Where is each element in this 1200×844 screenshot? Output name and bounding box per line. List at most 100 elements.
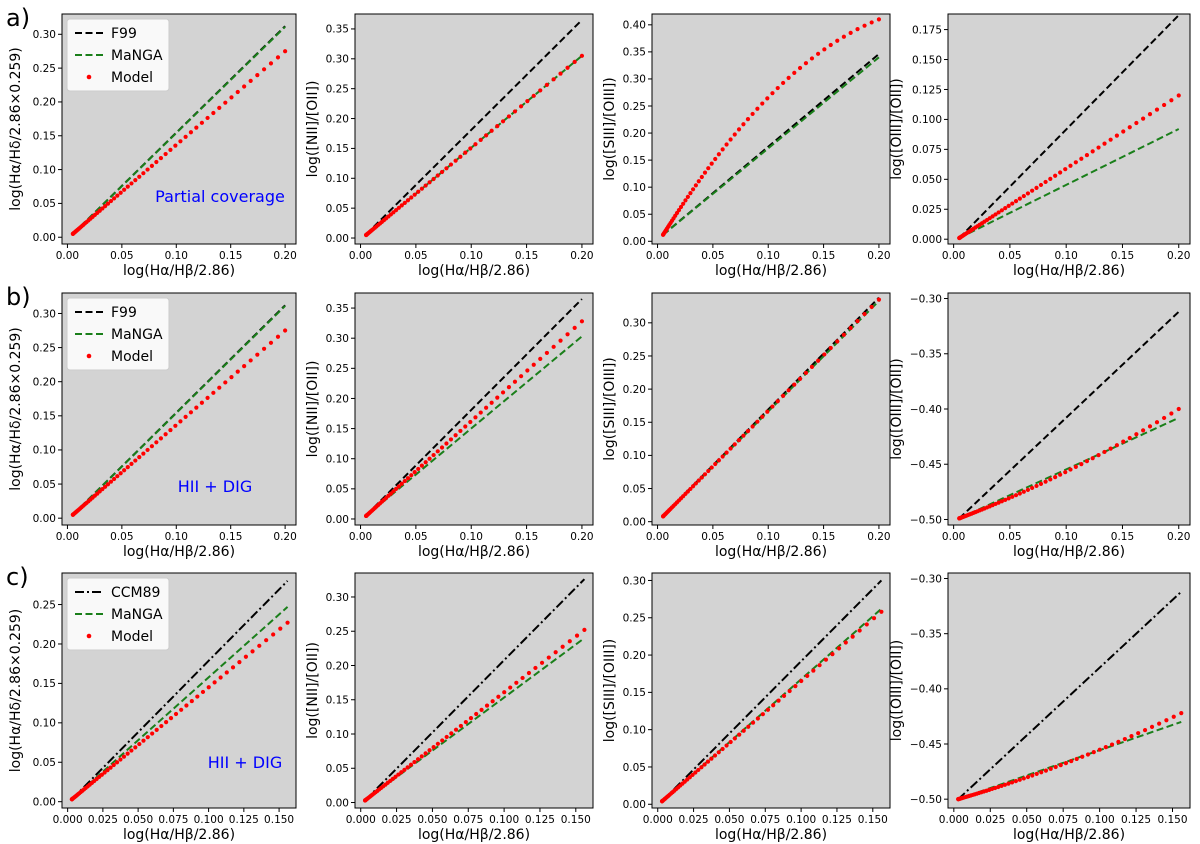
model-point bbox=[141, 171, 146, 176]
model-point bbox=[544, 82, 549, 88]
model-point bbox=[1157, 721, 1162, 726]
model-point bbox=[1073, 464, 1078, 469]
model-point bbox=[189, 698, 194, 704]
model-point bbox=[478, 137, 483, 142]
panel-annotation: Partial coverage bbox=[155, 187, 285, 206]
model-point bbox=[257, 643, 262, 648]
model-point bbox=[1134, 120, 1139, 126]
x-tick-label: 0.05 bbox=[998, 531, 1021, 543]
model-point bbox=[685, 194, 690, 199]
model-point bbox=[999, 499, 1004, 504]
model-point bbox=[558, 338, 563, 343]
x-tick-label: 0.15 bbox=[219, 250, 242, 262]
y-axis-label: log([SIII]/[OIII]) bbox=[602, 639, 618, 743]
model-point bbox=[512, 379, 518, 384]
model-point bbox=[391, 489, 396, 494]
model-point bbox=[760, 101, 765, 106]
x-tick-label: 0.050 bbox=[417, 814, 447, 826]
model-point bbox=[393, 208, 399, 213]
model-point bbox=[484, 405, 489, 410]
model-point bbox=[453, 158, 458, 163]
model-point bbox=[508, 685, 513, 690]
y-tick-label: 0.100 bbox=[912, 114, 942, 126]
model-point bbox=[520, 675, 525, 681]
manga-line bbox=[71, 606, 289, 801]
x-tick-label: 0.025 bbox=[975, 814, 1005, 826]
model-point bbox=[822, 352, 827, 357]
x-tick-label: 0.150 bbox=[561, 814, 591, 826]
model-point bbox=[1171, 714, 1176, 719]
model-point bbox=[278, 626, 283, 631]
model-point bbox=[776, 698, 781, 703]
model-point bbox=[154, 727, 159, 732]
model-point bbox=[728, 137, 733, 142]
model-point bbox=[405, 765, 410, 770]
model-point bbox=[468, 146, 473, 151]
model-point bbox=[435, 449, 440, 454]
model-point bbox=[823, 657, 829, 662]
model-point bbox=[765, 409, 770, 414]
x-tick-label: 0.050 bbox=[1012, 814, 1042, 826]
axes-background bbox=[948, 573, 1190, 808]
model-point bbox=[115, 193, 120, 198]
x-tick-label: 0.10 bbox=[460, 531, 483, 543]
legend-label: Model bbox=[111, 629, 153, 645]
model-point bbox=[1003, 206, 1008, 211]
model-point bbox=[1116, 739, 1121, 744]
model-point bbox=[1121, 129, 1126, 134]
model-point bbox=[1034, 771, 1039, 777]
model-point bbox=[199, 120, 204, 125]
model-point bbox=[720, 454, 725, 459]
model-point bbox=[1030, 773, 1035, 778]
model-point bbox=[478, 410, 483, 415]
model-point bbox=[217, 385, 222, 390]
y-tick-label: 0.15 bbox=[326, 423, 349, 435]
model-point bbox=[1048, 176, 1053, 181]
model-point bbox=[1038, 182, 1044, 188]
model-point bbox=[435, 741, 440, 746]
model-point bbox=[502, 690, 507, 695]
x-tick-label: 0.025 bbox=[382, 814, 412, 826]
model-point bbox=[1079, 156, 1084, 161]
model-point bbox=[736, 127, 742, 132]
model-point bbox=[1013, 493, 1019, 498]
x-axis-label: log(Hα/Hβ/2.86) bbox=[418, 263, 530, 279]
x-tick-label: 0.00 bbox=[349, 531, 372, 543]
model-point bbox=[781, 80, 786, 86]
legend-label: MaNGA bbox=[111, 607, 163, 623]
model-point bbox=[741, 122, 746, 127]
model-point bbox=[525, 99, 530, 104]
model-point bbox=[275, 334, 281, 339]
model-point bbox=[1048, 766, 1053, 771]
model-point bbox=[1006, 203, 1011, 209]
y-tick-label: 0.05 bbox=[33, 198, 56, 210]
axes-frame bbox=[947, 572, 1191, 809]
y-tick-label: 0.125 bbox=[912, 84, 942, 96]
model-point bbox=[393, 774, 398, 779]
y-tick-label: 0.15 bbox=[623, 687, 646, 699]
model-point bbox=[728, 446, 733, 451]
model-point bbox=[412, 192, 417, 197]
model-point bbox=[490, 699, 495, 704]
x-axis-label: log(Hα/Hβ/2.86) bbox=[1013, 827, 1125, 843]
model-point bbox=[835, 339, 840, 344]
model-point bbox=[750, 424, 755, 429]
y-tick-label: 0.20 bbox=[33, 377, 56, 389]
model-point bbox=[817, 663, 822, 668]
legend-box bbox=[66, 577, 170, 651]
row-label: a) bbox=[6, 4, 30, 32]
model-point bbox=[1134, 432, 1139, 437]
model-point bbox=[855, 27, 860, 32]
model-point bbox=[1048, 477, 1053, 482]
model-point bbox=[463, 424, 468, 429]
y-tick-label: 0.25 bbox=[623, 351, 646, 363]
y-axis-label: log(Hα/Hδ/2.86×0.259) bbox=[8, 609, 24, 773]
model-point bbox=[159, 723, 164, 729]
model-point bbox=[242, 363, 247, 369]
model-point bbox=[474, 711, 479, 717]
model-point bbox=[105, 482, 111, 487]
y-tick-label: 0.150 bbox=[912, 54, 942, 66]
x-tick-label: 0.10 bbox=[1054, 531, 1077, 543]
model-point bbox=[1176, 93, 1181, 98]
data-layer bbox=[362, 578, 587, 803]
